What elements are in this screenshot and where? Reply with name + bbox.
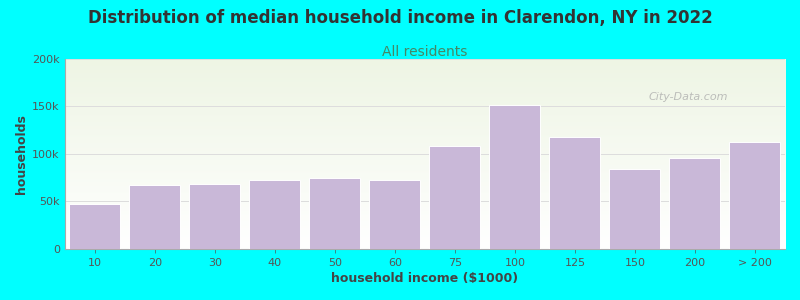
- Bar: [730, 142, 781, 249]
- Bar: [430, 146, 480, 249]
- Bar: [550, 137, 601, 249]
- Bar: [370, 179, 420, 249]
- Bar: [190, 184, 240, 249]
- Bar: [129, 185, 180, 249]
- Text: Distribution of median household income in Clarendon, NY in 2022: Distribution of median household income …: [88, 9, 712, 27]
- Y-axis label: households: households: [15, 114, 28, 194]
- Title: All residents: All residents: [382, 45, 467, 59]
- Bar: [310, 178, 360, 249]
- Bar: [69, 204, 120, 249]
- Bar: [250, 179, 300, 249]
- Bar: [610, 169, 661, 249]
- X-axis label: household income ($1000): household income ($1000): [331, 272, 518, 285]
- Text: City-Data.com: City-Data.com: [648, 92, 728, 102]
- Bar: [670, 158, 721, 249]
- Bar: [490, 105, 540, 249]
